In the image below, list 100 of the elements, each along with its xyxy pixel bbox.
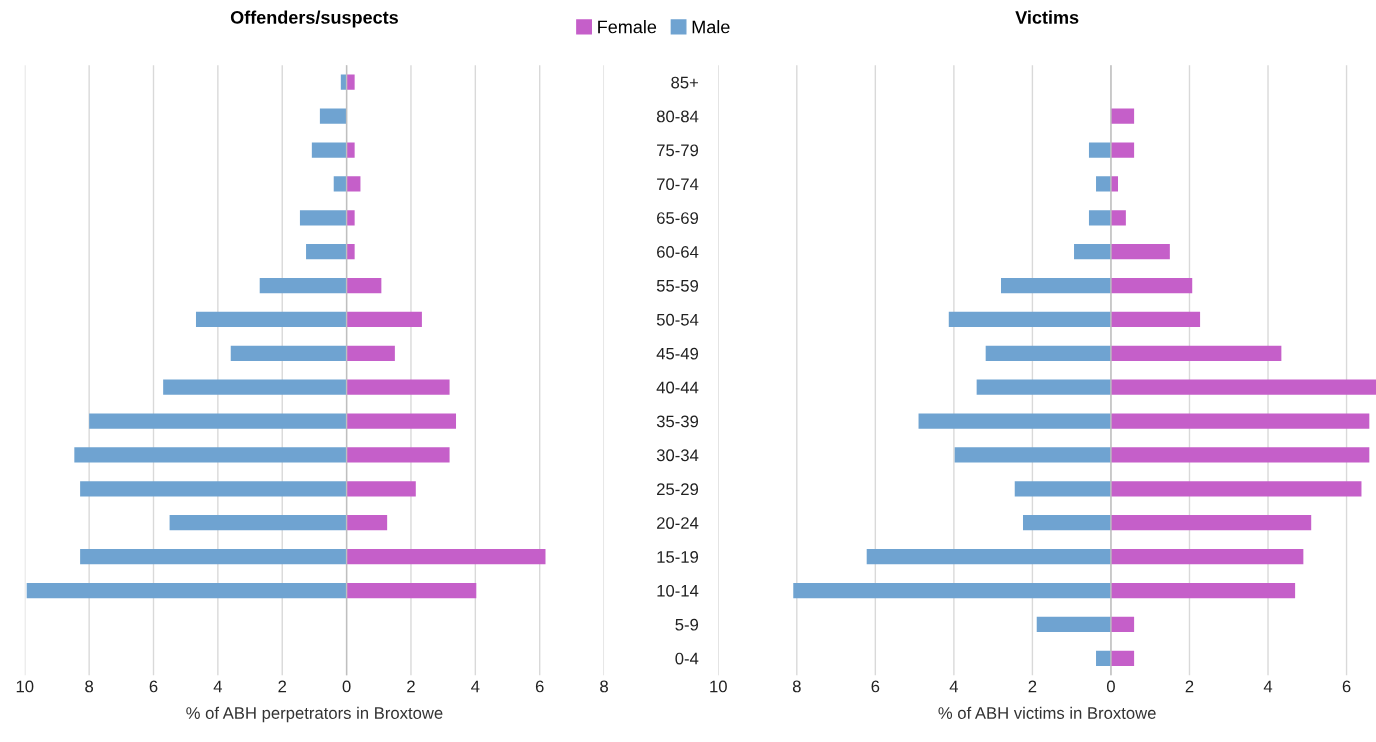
- bar: [346, 413, 457, 429]
- y-tick-label: 10-14: [657, 584, 699, 597]
- bar: [26, 582, 347, 599]
- bar: [1088, 142, 1111, 158]
- y-tick-label: 80-84: [656, 110, 699, 123]
- bar: [1110, 650, 1135, 666]
- y-tick-label: 35-39: [656, 415, 699, 428]
- bar: [1110, 582, 1296, 599]
- bar: [319, 108, 347, 124]
- bar: [1110, 379, 1376, 395]
- bar: [346, 277, 382, 294]
- x-tick-label: 10: [710, 680, 727, 693]
- bar: [80, 481, 347, 497]
- bar: [346, 379, 450, 395]
- y-tick-label: 50-54: [656, 313, 699, 326]
- bar: [346, 311, 422, 328]
- bar: [1074, 244, 1111, 260]
- bar: [948, 311, 1111, 328]
- bar: [259, 277, 347, 294]
- bar: [1110, 311, 1201, 328]
- x-tick-label: 8: [600, 680, 608, 693]
- y-tick-label: 0-4: [675, 652, 699, 665]
- x-tick-label: 6: [1342, 680, 1351, 693]
- bar: [1110, 108, 1135, 124]
- x-tick-label: 6: [535, 680, 544, 693]
- bar: [299, 210, 347, 226]
- bar: [163, 379, 347, 395]
- bar: [346, 210, 355, 226]
- bar: [1036, 616, 1111, 633]
- bar: [793, 582, 1111, 599]
- x-tick-label: 0: [342, 680, 351, 693]
- bar: [1110, 210, 1126, 226]
- bar: [1110, 447, 1370, 463]
- bar: [346, 447, 450, 463]
- bar: [1110, 277, 1193, 294]
- bar: [1096, 650, 1111, 666]
- x-tick-label: 2: [278, 680, 287, 693]
- x-tick-label: 6: [871, 680, 880, 693]
- bar: [1110, 413, 1370, 429]
- y-tick-label: 45-49: [656, 347, 699, 360]
- legend-label: Male: [692, 20, 730, 34]
- bar: [1110, 515, 1312, 531]
- y-tick-label: 25-29: [657, 483, 699, 496]
- bar: [1110, 244, 1170, 260]
- bar: [954, 447, 1111, 463]
- bar: [1022, 515, 1111, 531]
- bar: [1110, 616, 1135, 633]
- bar: [346, 549, 546, 565]
- bar: [333, 176, 347, 192]
- legend-label: Female: [598, 20, 657, 34]
- x-tick-label: 8: [85, 680, 94, 693]
- chart-title: Offenders/suspects: [230, 10, 398, 28]
- x-tick-label: 2: [1028, 680, 1037, 693]
- x-tick-label: 8: [792, 680, 801, 693]
- y-tick-label: 65-69: [657, 212, 699, 224]
- bar: [169, 515, 347, 531]
- bar: [346, 515, 388, 531]
- y-tick-label: 30-34: [656, 449, 699, 462]
- bar: [346, 582, 477, 599]
- x-tick-label: 4: [949, 680, 959, 693]
- bar: [918, 413, 1111, 429]
- x-tick-label: 6: [149, 680, 158, 693]
- y-tick-label: 5-9: [675, 618, 699, 631]
- bar: [1096, 176, 1111, 192]
- y-tick-label: 20-24: [657, 517, 699, 529]
- x-tick-label: 4: [213, 680, 223, 693]
- bar: [74, 447, 347, 463]
- bar: [1110, 345, 1282, 361]
- bar: [866, 549, 1111, 565]
- x-tick-label: 4: [1263, 680, 1273, 693]
- x-tick-label: 2: [1185, 680, 1194, 693]
- bar: [306, 244, 347, 260]
- bar: [346, 481, 416, 497]
- bar: [1110, 142, 1135, 158]
- y-tick-label: 40-44: [656, 381, 699, 394]
- bar: [89, 413, 347, 429]
- y-tick-label: 85+: [671, 76, 699, 89]
- bar: [311, 142, 347, 158]
- x-tick-label: 0: [1106, 680, 1115, 693]
- y-tick-label: 60-64: [657, 246, 699, 258]
- y-tick-label: 55-59: [656, 279, 699, 292]
- bar: [1110, 549, 1304, 565]
- bar: [1001, 277, 1111, 294]
- x-tick-label: 2: [407, 680, 415, 693]
- bar: [1088, 210, 1111, 226]
- bar: [80, 549, 347, 565]
- x-axis-title: % of ABH victims in Broxtowe: [938, 706, 1156, 719]
- bar: [976, 379, 1111, 395]
- y-tick-label: 15-19: [657, 551, 699, 563]
- bar: [346, 142, 355, 158]
- bar: [195, 311, 347, 328]
- bar: [230, 345, 347, 361]
- x-axis-title: % of ABH perpetrators in Broxtowe: [186, 706, 443, 723]
- x-tick-label: 10: [16, 680, 34, 693]
- chart-title: Victims: [1015, 10, 1079, 24]
- x-tick-label: 4: [471, 680, 480, 693]
- bar: [346, 244, 355, 260]
- bar: [346, 345, 395, 361]
- bar: [985, 345, 1111, 361]
- bar: [1014, 481, 1111, 497]
